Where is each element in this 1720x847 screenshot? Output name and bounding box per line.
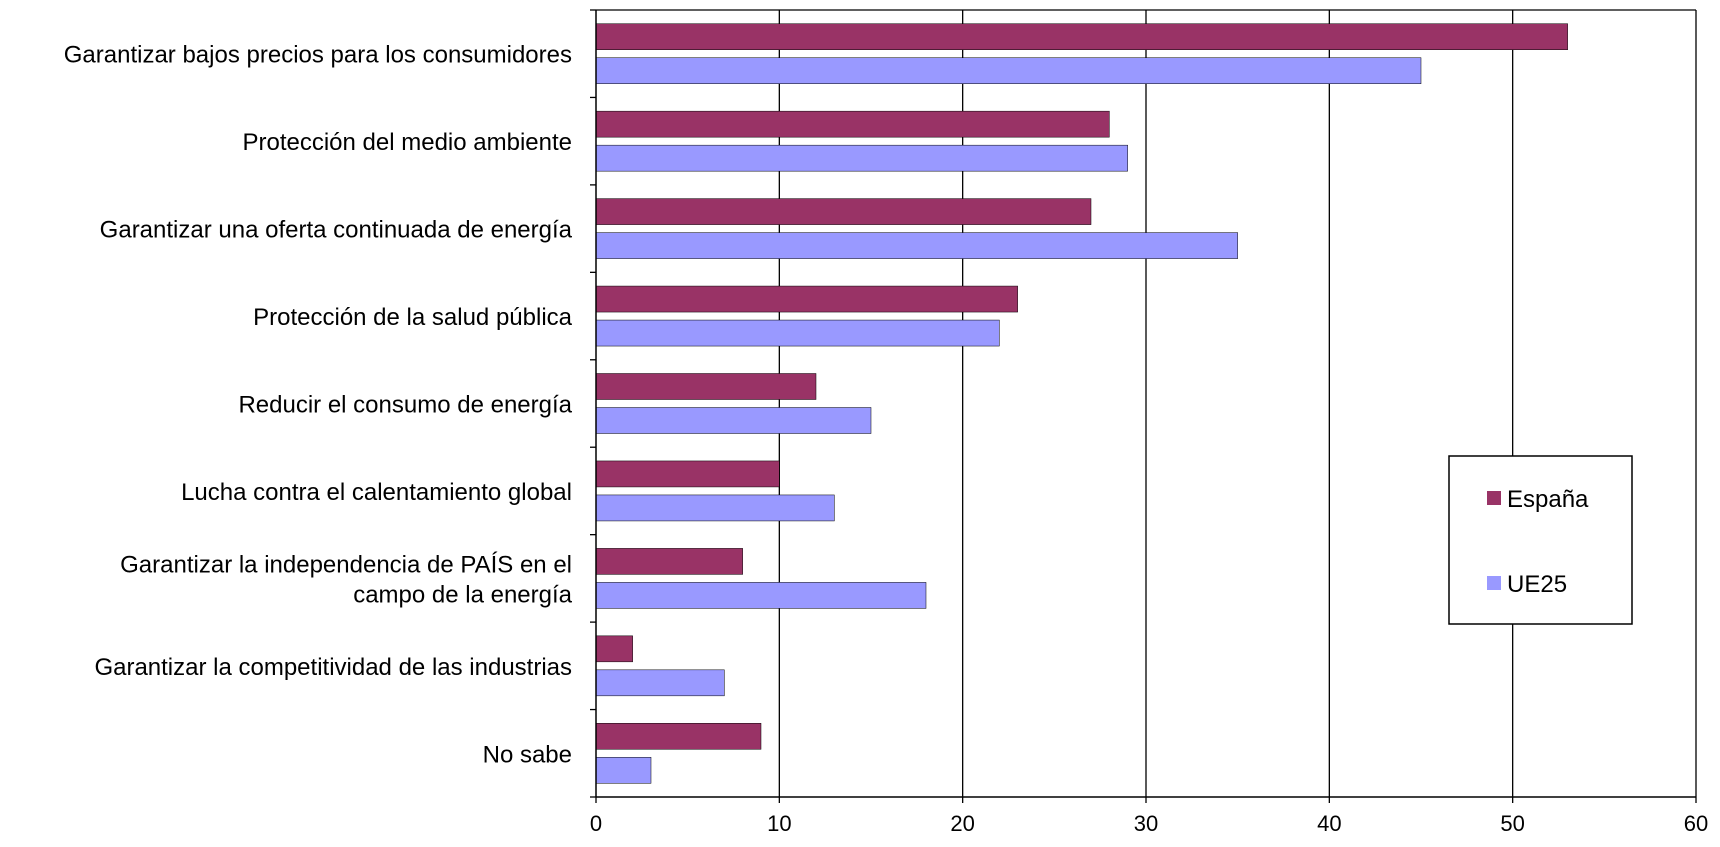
legend: España UE25 [1448, 455, 1633, 625]
bar-espana-4 [595, 373, 817, 400]
bar-espana-8 [595, 723, 762, 750]
legend-box [1448, 455, 1633, 625]
legend-label-ue25: UE25 [1507, 571, 1567, 598]
bar-ue25-0 [595, 57, 1422, 84]
category-label-1: Protección del medio ambiente [242, 129, 572, 156]
bar-ue25-4 [595, 407, 872, 434]
bar-espana-2 [595, 198, 1092, 225]
bar-ue25-5 [595, 494, 835, 522]
category-label-4: Reducir el consumo de energía [238, 392, 572, 419]
x-tick-labels: 0 10 20 30 40 50 60 [590, 811, 1708, 836]
bar-espana-5 [595, 460, 780, 488]
category-label-8: No sabe [483, 741, 572, 768]
category-label-0: Garantizar bajos precios para los consum… [64, 42, 572, 69]
category-label-7: Garantizar la competitividad de las indu… [94, 654, 572, 681]
x-tick-label-60: 60 [1684, 811, 1708, 836]
category-label-5: Lucha contra el calentamiento global [181, 479, 572, 506]
legend-swatch-ue25 [1487, 576, 1501, 590]
bar-ue25-6 [595, 582, 927, 609]
category-label-6-line-0: Garantizar la independencia de PAÍS en e… [120, 551, 572, 578]
legend-swatch-espana [1487, 491, 1501, 505]
bars [595, 23, 1568, 784]
category-labels: Garantizar bajos precios para los consum… [64, 42, 573, 769]
bar-ue25-7 [595, 669, 725, 697]
bar-espana-0 [595, 23, 1568, 50]
category-label-2: Garantizar una oferta continuada de ener… [100, 217, 573, 244]
x-tick-label-30: 30 [1134, 811, 1158, 836]
axes [590, 9, 1697, 803]
category-label-3: Protección de la salud pública [253, 304, 573, 331]
x-tick-label-0: 0 [590, 811, 602, 836]
legend-label-espana: España [1507, 486, 1589, 513]
bar-ue25-3 [595, 319, 1000, 347]
x-tick-label-40: 40 [1317, 811, 1341, 836]
bar-ue25-1 [595, 144, 1128, 172]
bar-espana-6 [595, 548, 743, 575]
bar-ue25-2 [595, 232, 1238, 259]
bar-espana-3 [595, 285, 1018, 313]
bar-ue25-8 [595, 757, 652, 784]
bar-espana-1 [595, 110, 1110, 138]
x-tick-label-50: 50 [1500, 811, 1524, 836]
category-label-6-line-1: campo de la energía [353, 581, 572, 608]
grid-lines [596, 9, 1697, 797]
x-tick-label-10: 10 [767, 811, 791, 836]
x-tick-label-20: 20 [950, 811, 974, 836]
bar-espana-7 [595, 635, 633, 663]
